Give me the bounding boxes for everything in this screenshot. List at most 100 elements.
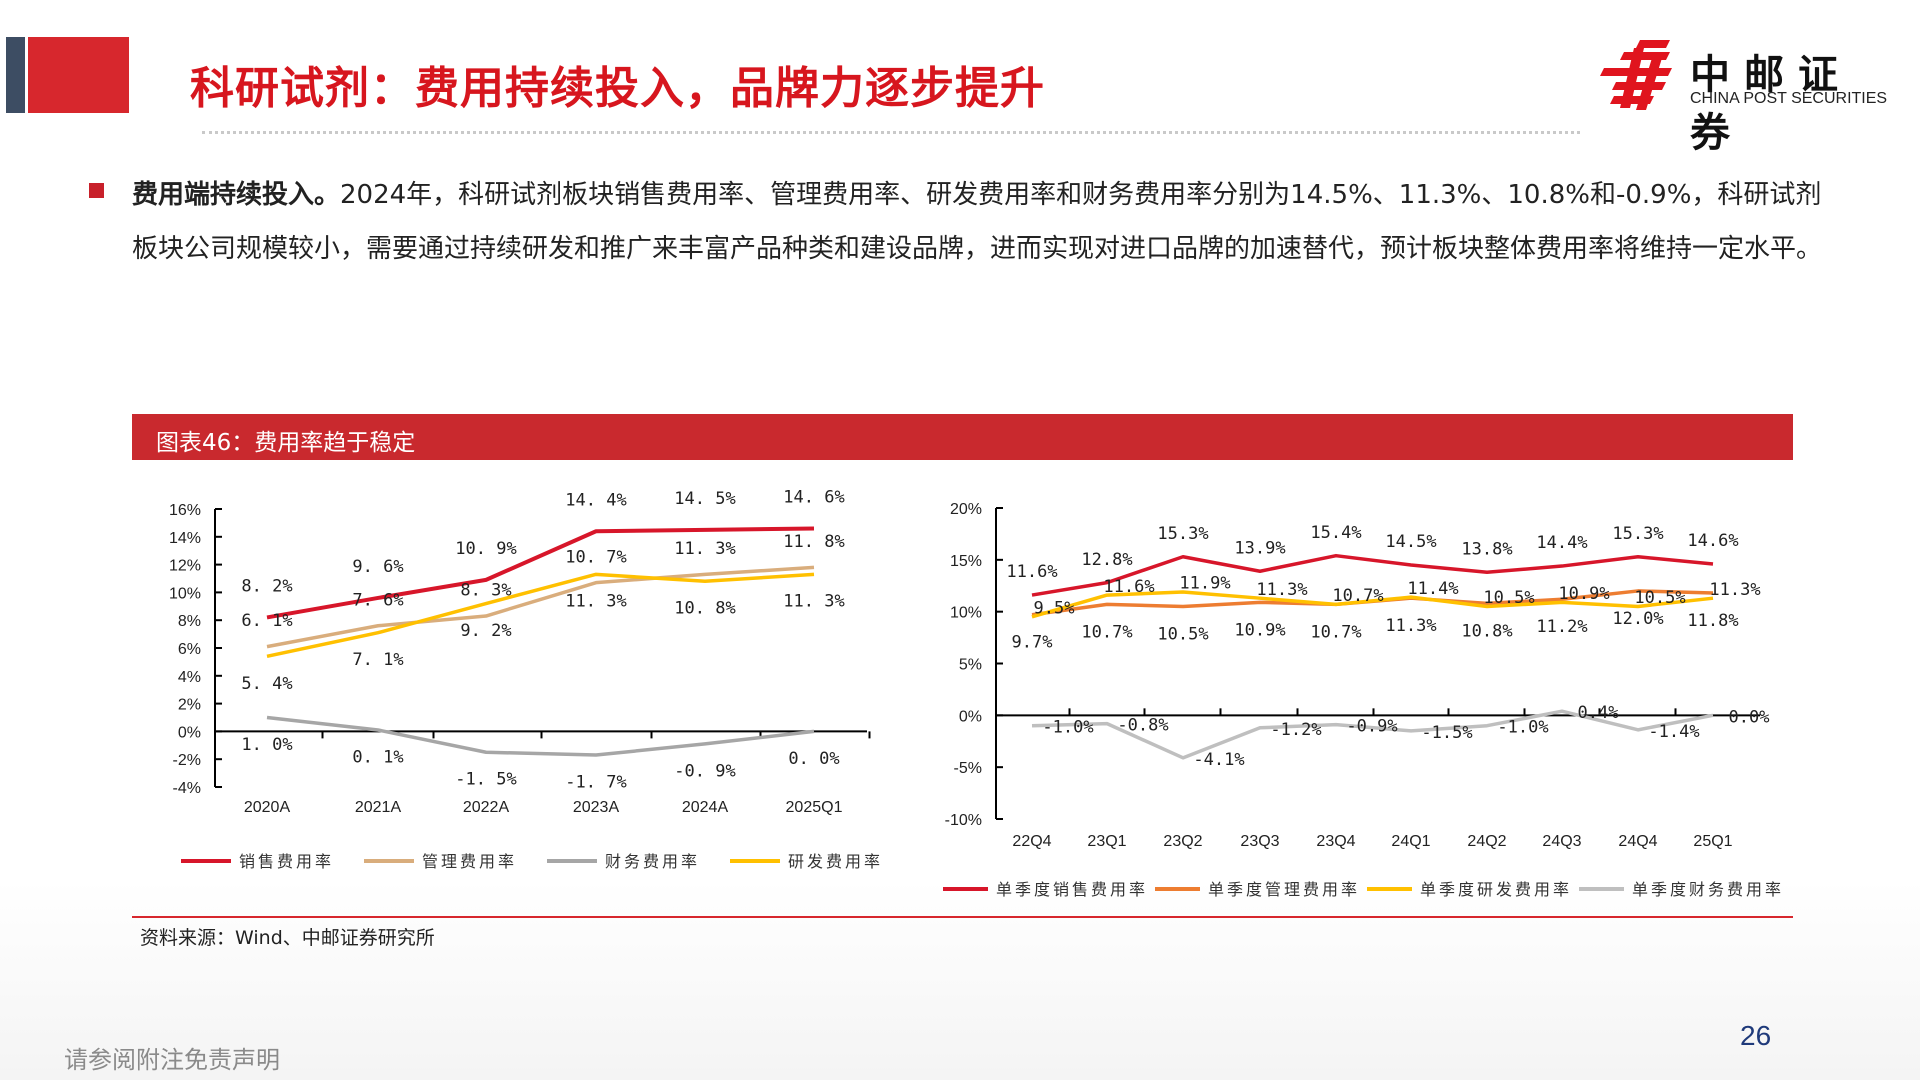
data-label: 0.4% bbox=[1578, 703, 1619, 723]
data-label: -1. 5% bbox=[455, 770, 516, 790]
data-label: 13.9% bbox=[1234, 538, 1285, 558]
source-divider bbox=[132, 916, 1793, 918]
data-label: 9. 6% bbox=[352, 557, 403, 577]
x-tick-label: 2021A bbox=[355, 799, 402, 816]
x-tick-label: 23Q2 bbox=[1163, 833, 1202, 850]
data-label: 10.7% bbox=[1310, 622, 1361, 642]
data-label: 10.5% bbox=[1157, 624, 1208, 644]
data-label: -1.4% bbox=[1648, 722, 1699, 742]
x-tick-label: 24Q2 bbox=[1467, 833, 1506, 850]
y-tick-label: 8% bbox=[178, 613, 201, 630]
data-label: 14.4% bbox=[1536, 533, 1587, 553]
data-label: 11.6% bbox=[1006, 562, 1057, 582]
data-label: 10.9% bbox=[1234, 620, 1285, 640]
legend-label: 单季度销售费用率 bbox=[996, 880, 1148, 899]
data-label: -1.0% bbox=[1042, 718, 1093, 738]
y-tick-label: 6% bbox=[178, 641, 201, 658]
data-label: 10.5% bbox=[1634, 588, 1685, 608]
y-tick-label: 16% bbox=[169, 502, 201, 519]
y-tick-label: 4% bbox=[178, 669, 201, 686]
data-label: 15.3% bbox=[1157, 524, 1208, 544]
data-label: -1.0% bbox=[1497, 718, 1548, 738]
data-label: 9.5% bbox=[1034, 599, 1075, 619]
y-tick-label: 10% bbox=[169, 585, 201, 602]
data-label: 14. 5% bbox=[674, 489, 735, 509]
data-label: 0. 1% bbox=[352, 747, 403, 767]
title-divider bbox=[202, 131, 1580, 134]
y-tick-label: -10% bbox=[945, 812, 982, 829]
x-tick-label: 23Q1 bbox=[1087, 833, 1126, 850]
figure-caption-bar: 图表46：费用率趋于稳定 bbox=[132, 414, 1793, 460]
data-label: 8. 3% bbox=[460, 581, 511, 601]
data-label: 1. 0% bbox=[241, 735, 292, 755]
chart-1: -4% -2% 0% 2% 4% 6% 8% 10% 12% 14% 16% 2020A 2021A 20… bbox=[169, 487, 883, 871]
disclaimer-note: 请参阅附注免责声明 bbox=[64, 1046, 280, 1074]
x-tick-label: 23Q3 bbox=[1240, 833, 1279, 850]
x-tick-label: 24Q1 bbox=[1391, 833, 1430, 850]
data-label: 10.7% bbox=[1081, 622, 1132, 642]
background-fade bbox=[0, 880, 1920, 1080]
data-label: 0. 0% bbox=[788, 749, 839, 769]
y-tick-label: 20% bbox=[950, 501, 982, 518]
data-label: 11.9% bbox=[1179, 574, 1230, 594]
data-label: 10. 8% bbox=[674, 599, 735, 619]
data-label: 11.6% bbox=[1103, 577, 1154, 597]
x-tick-label: 24Q4 bbox=[1618, 833, 1657, 850]
x-tick-label: 22Q4 bbox=[1012, 833, 1051, 850]
data-label: 10. 9% bbox=[455, 539, 516, 559]
legend-label: 销售费用率 bbox=[239, 852, 334, 871]
company-logo: 中邮证券 CHINA POST SECURITIES bbox=[1600, 38, 1900, 156]
data-label: 11. 8% bbox=[783, 532, 844, 552]
data-label: 11.3% bbox=[1256, 580, 1307, 600]
data-label: 11. 3% bbox=[783, 592, 844, 612]
series-line-4 bbox=[266, 572, 815, 659]
paragraph-lead: 费用端持续投入。 bbox=[132, 180, 341, 210]
data-label: 11. 3% bbox=[674, 539, 735, 559]
figure-caption: 图表46：费用率趋于稳定 bbox=[156, 430, 416, 456]
data-label: 14. 4% bbox=[565, 490, 626, 510]
data-label: 10.8% bbox=[1461, 621, 1512, 641]
source-note: 资料来源：Wind、中邮证券研究所 bbox=[140, 927, 435, 949]
data-label: 8. 2% bbox=[241, 576, 292, 596]
header-accent-red bbox=[28, 37, 129, 113]
data-label: 15.4% bbox=[1310, 523, 1361, 543]
legend-label: 研发费用率 bbox=[788, 852, 883, 871]
data-label: 12.8% bbox=[1081, 550, 1132, 570]
header-accent-dark bbox=[6, 37, 25, 113]
data-label: -1. 7% bbox=[565, 772, 626, 792]
china-post-emblem-icon bbox=[1600, 40, 1672, 110]
x-tick-label: 23Q4 bbox=[1316, 833, 1355, 850]
chart-2: -10% -5% 0% 5% 10% 15% 20% 22Q4 23Q1 23Q2 23Q3 23Q4… bbox=[943, 501, 1781, 899]
data-label: -0.8% bbox=[1117, 716, 1168, 736]
x-tick-label: 2020A bbox=[244, 799, 291, 816]
y-tick-label: 14% bbox=[169, 530, 201, 547]
series-line-3 bbox=[266, 715, 815, 757]
body-paragraph: 费用端持续投入。2024年，科研试剂板块销售费用率、管理费用率、研发费用率和财务… bbox=[132, 168, 1832, 276]
x-tick-label: 24Q3 bbox=[1542, 833, 1581, 850]
data-label: 11. 3% bbox=[565, 592, 626, 612]
legend-label: 财务费用率 bbox=[605, 852, 700, 871]
x-tick-label: 2022A bbox=[463, 799, 510, 816]
data-label: -1.5% bbox=[1421, 723, 1472, 743]
data-label: 10.5% bbox=[1483, 588, 1534, 608]
data-label: 11.2% bbox=[1536, 617, 1587, 637]
y-tick-label: 10% bbox=[950, 605, 982, 622]
logo-english-name: CHINA POST SECURITIES bbox=[1690, 90, 1888, 107]
data-label: 11.8% bbox=[1687, 611, 1738, 631]
data-label: 11.3% bbox=[1709, 580, 1760, 600]
data-label: 5. 4% bbox=[241, 674, 292, 694]
page-number: 26 bbox=[1740, 1020, 1772, 1051]
series-line-2 bbox=[266, 565, 815, 649]
data-label: 10.7% bbox=[1332, 586, 1383, 606]
data-label: 7. 1% bbox=[352, 650, 403, 670]
data-label: 11.3% bbox=[1385, 616, 1436, 636]
series-line-4 bbox=[1031, 709, 1714, 760]
data-label: 0.0% bbox=[1729, 707, 1770, 727]
y-tick-label: -5% bbox=[954, 760, 982, 777]
y-tick-label: 0% bbox=[178, 724, 201, 741]
x-tick-label: 2023A bbox=[573, 799, 620, 816]
data-label: 7. 6% bbox=[352, 590, 403, 610]
data-label: -0. 9% bbox=[674, 761, 735, 781]
data-label: -0.9% bbox=[1346, 717, 1397, 737]
